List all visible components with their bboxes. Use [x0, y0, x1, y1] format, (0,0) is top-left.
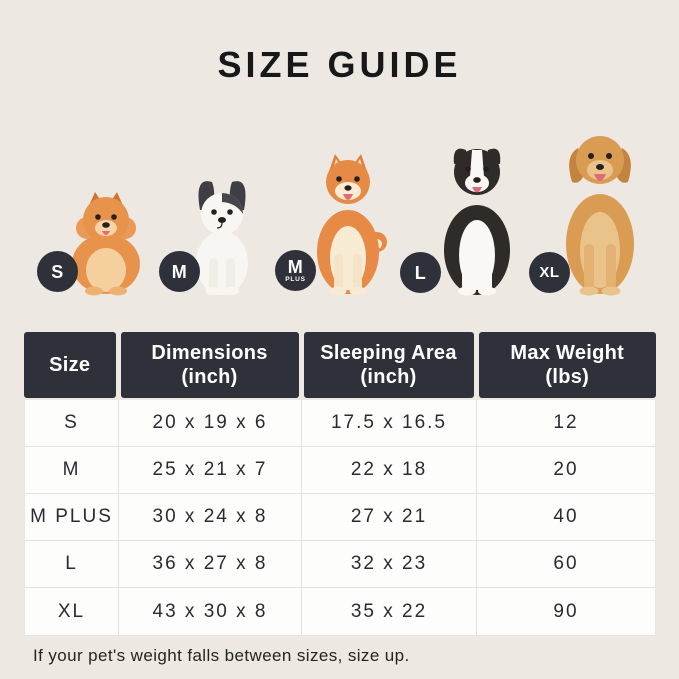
- cell-max-weight: 12: [476, 400, 655, 446]
- header-cell-max-weight: Max Weight (lbs): [476, 332, 656, 398]
- header-cell-sleeping-area: Sleeping Area (inch): [301, 332, 476, 398]
- size-badge-label: M: [287, 256, 304, 277]
- header-unit: (inch): [360, 366, 417, 388]
- size-badge-xl: XL: [529, 252, 570, 293]
- table-body: S 20 x 19 x 6 17.5 x 16.5 12 M 25 x 21 x…: [24, 400, 656, 636]
- size-badge-sublabel: PLUS: [285, 275, 306, 283]
- size-guide-table: Size Dimensions (inch) Sleeping Area (in…: [24, 332, 656, 636]
- page-title: SIZE GUIDE: [217, 44, 462, 85]
- dog-illustration-golden-retriever: [556, 126, 644, 296]
- size-badge-s: S: [37, 251, 78, 292]
- cell-size: XL: [57, 600, 86, 622]
- size-badge-label: M: [171, 261, 188, 282]
- cell-dimensions: 43 x 30 x 8: [118, 588, 301, 635]
- table-header-row: Size Dimensions (inch) Sleeping Area (in…: [24, 332, 656, 398]
- cell-size: L: [65, 553, 78, 574]
- table-row-m-plus: M PLUS 30 x 24 x 8 27 x 21 40: [25, 494, 655, 541]
- cell-sleeping-area: 22 x 18: [301, 447, 476, 493]
- dog-illustration-pomeranian: [62, 186, 150, 296]
- size-badge-m: M: [159, 251, 200, 292]
- dog-size-illustrations: S M M PLUS L XL: [0, 110, 679, 300]
- header-label: Max Weight: [510, 342, 625, 364]
- french-bulldog-icon: [196, 181, 248, 295]
- cell-dimensions: 30 x 24 x 8: [118, 494, 301, 540]
- cell-sleeping-area: 17.5 x 16.5: [301, 400, 476, 446]
- border-collie-icon: [444, 148, 510, 296]
- cell-sleeping-area: 27 x 21: [301, 494, 476, 540]
- header-label: Size: [49, 354, 91, 376]
- size-badge-label: S: [51, 261, 64, 282]
- golden-retriever-icon: [566, 136, 634, 296]
- sizing-footnote: If your pet's weight falls between sizes…: [33, 646, 410, 665]
- dog-illustration-border-collie: [430, 138, 524, 296]
- size-badge-label: XL: [539, 264, 560, 281]
- table-row-m: M 25 x 21 x 7 22 x 18 20: [25, 447, 655, 494]
- cell-sleeping-area: 35 x 22: [301, 588, 476, 635]
- cell-size: M: [62, 459, 81, 480]
- header-cell-size: Size: [24, 332, 118, 398]
- header-unit: (inch): [181, 366, 238, 388]
- cell-max-weight: 60: [476, 541, 655, 587]
- dog-illustration-french-bulldog: [186, 170, 258, 296]
- header-unit: (lbs): [545, 366, 590, 388]
- cell-dimensions: 25 x 21 x 7: [118, 447, 301, 493]
- cell-dimensions: 20 x 19 x 6: [118, 400, 301, 446]
- cell-sleeping-area: 32 x 23: [301, 541, 476, 587]
- shiba-inu-icon: [317, 154, 387, 296]
- cell-size: S: [64, 412, 79, 433]
- header-label: Sleeping Area: [320, 342, 457, 364]
- table-row-xl: XL 43 x 30 x 8 35 x 22 90: [25, 588, 655, 635]
- cell-max-weight: 90: [476, 588, 655, 635]
- header-label: Dimensions: [151, 342, 268, 364]
- cell-max-weight: 20: [476, 447, 655, 493]
- cell-max-weight: 40: [476, 494, 655, 540]
- size-badge-l: L: [400, 252, 441, 293]
- size-badge-label: L: [414, 262, 427, 283]
- table-row-l: L 36 x 27 x 8 32 x 23 60: [25, 541, 655, 588]
- dog-illustration-shiba-inu: [304, 150, 392, 296]
- size-badge-m-plus: M PLUS: [275, 250, 316, 291]
- pomeranian-icon: [72, 192, 140, 296]
- table-row-s: S 20 x 19 x 6 17.5 x 16.5 12: [25, 400, 655, 447]
- cell-size: M PLUS: [30, 506, 113, 527]
- header-cell-dimensions: Dimensions (inch): [118, 332, 301, 398]
- cell-dimensions: 36 x 27 x 8: [118, 541, 301, 587]
